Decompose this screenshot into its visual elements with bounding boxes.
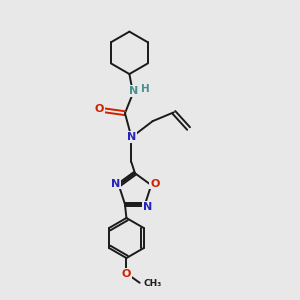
Text: O: O [95,104,104,114]
Text: H: H [141,84,149,94]
Text: CH₃: CH₃ [143,279,162,288]
Text: N: N [129,86,138,96]
Text: N: N [143,202,153,212]
Text: N: N [111,178,120,189]
Text: O: O [150,178,159,189]
Text: N: N [127,132,136,142]
Text: O: O [122,269,131,279]
